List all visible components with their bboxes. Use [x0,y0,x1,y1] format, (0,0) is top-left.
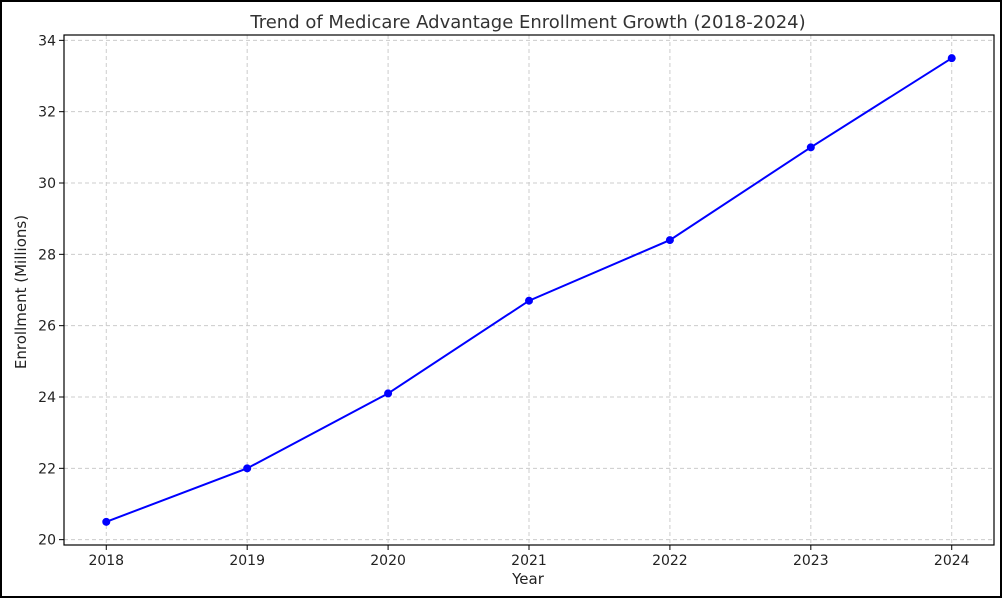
grid-lines [64,35,994,545]
x-tick-label: 2021 [511,553,547,569]
data-point-2022 [665,236,674,245]
y-axis-label: Enrollment (Millions) [12,215,30,369]
data-point-2019 [243,464,252,473]
y-tick-label: 32 [38,105,56,121]
x-tick-label: 2024 [934,553,970,569]
tick-labels: 2018 2019 2020 2021 2022 2023 2024202224262830… [38,33,969,569]
data-point-2023 [806,143,815,152]
x-tick-label: 2019 [229,553,265,569]
series-layer [102,54,956,526]
x-tick-label: 2018 [88,553,124,569]
x-axis-label: Year [511,570,545,588]
y-tick-label: 30 [38,176,56,192]
x-tick-label: 2020 [370,553,406,569]
plot-area-frame [63,34,995,546]
x-tick-label: 2022 [652,553,688,569]
data-point-2018 [102,517,111,526]
axes [59,34,995,550]
data-point-2024 [947,54,956,63]
data-point-2020 [384,389,393,398]
y-tick-label: 26 [38,319,56,335]
y-tick-label: 34 [38,33,56,49]
y-tick-label: 20 [38,533,56,549]
y-tick-label: 22 [38,461,56,477]
data-point-2021 [525,296,533,305]
y-tick-label: 24 [38,390,56,406]
y-tick-label: 28 [38,247,56,263]
chart-title: Trend of Medicare Advantage Enrollment G… [249,12,805,33]
x-tick-label: 2023 [793,553,829,569]
